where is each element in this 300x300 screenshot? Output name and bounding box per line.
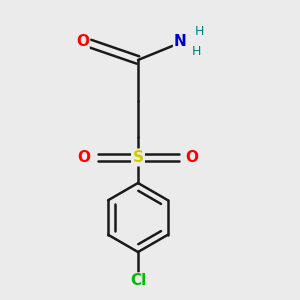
Text: O: O [77,150,91,165]
Text: Cl: Cl [130,273,146,288]
Text: N: N [174,34,186,50]
Text: H: H [192,45,201,58]
Text: S: S [133,150,143,165]
Text: H: H [195,25,204,38]
Text: O: O [76,34,89,50]
Text: O: O [185,150,199,165]
